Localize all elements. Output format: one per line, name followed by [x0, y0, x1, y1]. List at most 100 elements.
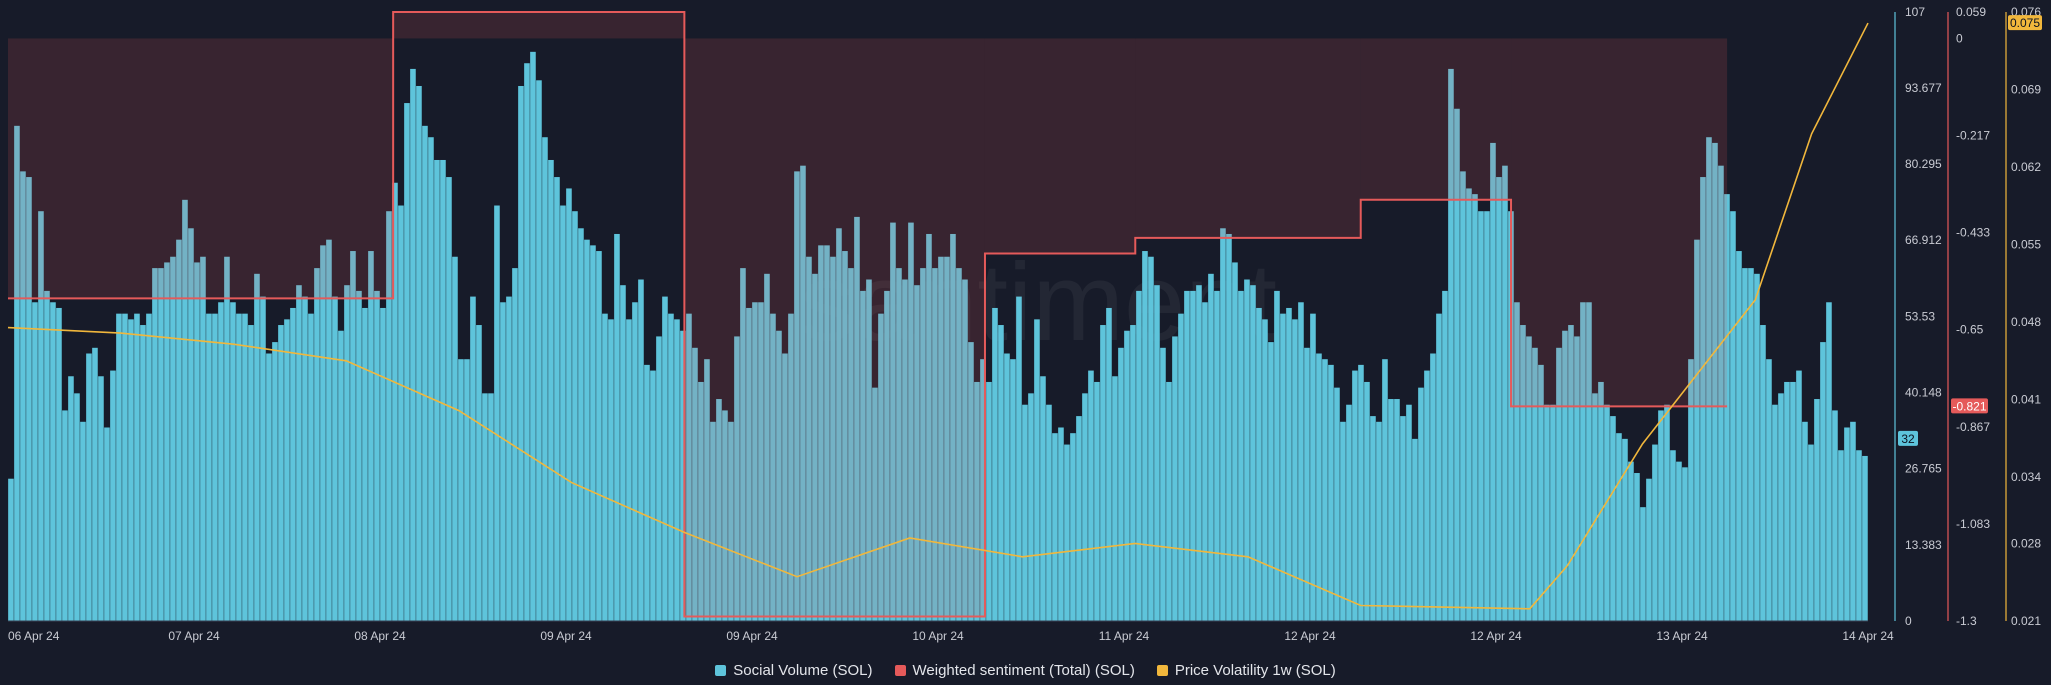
social-volume-bar [380, 307, 386, 621]
social-volume-bar [1448, 68, 1454, 621]
social-volume-bar [392, 182, 398, 621]
social-volume-bar [986, 381, 992, 621]
social-volume-bar [1676, 461, 1682, 621]
social-volume-bar [1154, 285, 1160, 621]
social-volume-current-badge [1898, 430, 1918, 446]
volatility-tick-label: 0.062 [2011, 160, 2041, 174]
social-volume-bar [1694, 239, 1700, 621]
social-volume-bar [1184, 290, 1190, 621]
social-volume-bar [1670, 450, 1676, 621]
social-volume-bar [20, 171, 26, 621]
social-volume-bar [1304, 347, 1310, 621]
social-volume-bar [860, 290, 866, 621]
social-volume-bar [1364, 381, 1370, 621]
social-volume-bar [1334, 387, 1340, 621]
sentiment-area-3 [984, 38, 1136, 254]
social-volume-bar [788, 313, 794, 621]
social-volume-bar [794, 171, 800, 621]
social-volume-tick-label: 40.148 [1905, 385, 1942, 399]
social-volume-bar [1580, 302, 1586, 621]
social-volume-bar [824, 245, 830, 621]
legend-item-social-volume[interactable]: Social Volume (SOL) [715, 661, 873, 679]
social-volume-bar [1250, 285, 1256, 621]
volatility-current-badge [2008, 15, 2042, 31]
social-volume-bar [848, 268, 854, 621]
legend-swatch-weighted-sentiment [894, 664, 906, 676]
social-volume-bar [242, 313, 248, 621]
social-volume-bar [1010, 359, 1016, 621]
social-volume-bar [638, 279, 644, 621]
social-volume-bar [776, 330, 782, 621]
social-volume-bar [560, 205, 566, 621]
social-volume-bar [1718, 165, 1724, 621]
social-volume-bar [278, 325, 284, 621]
social-volume-bar [1502, 165, 1508, 621]
social-volume-bar [212, 313, 218, 621]
social-volume-bar [620, 285, 626, 621]
x-tick-label: 11 Apr 24 [1099, 629, 1150, 643]
social-volume-bar [488, 393, 494, 621]
social-volume-bar [920, 268, 926, 621]
social-volume-bar [698, 381, 704, 621]
volatility-current-value: 0.075 [2010, 16, 2040, 30]
social-volume-bar [176, 239, 182, 621]
social-volume-bar [1850, 421, 1856, 621]
social-volume-bar [206, 313, 212, 621]
social-volume-bar [1430, 353, 1436, 621]
social-volume-bar [596, 251, 602, 621]
social-volume-bar [356, 290, 362, 621]
social-volume-bar [1220, 228, 1226, 621]
volatility-tick-label: 0.034 [2011, 470, 2041, 484]
social-volume-bar [1466, 188, 1472, 621]
social-volume-bar [674, 319, 680, 621]
social-volume-bar [1754, 273, 1760, 621]
volatility-tick-label: 0.041 [2011, 393, 2041, 407]
social-volume-bar [500, 302, 506, 621]
legend-item-price-volatility[interactable]: Price Volatility 1w (SOL) [1156, 662, 1336, 679]
social-volume-bar [902, 279, 908, 621]
social-volume-bar [1064, 444, 1070, 621]
social-volume-bar [650, 370, 656, 621]
social-volume-bar [1460, 171, 1466, 621]
sentiment-tick-label: -0.217 [1956, 129, 1990, 143]
social-volume-bar [1106, 307, 1112, 621]
social-volume-bar [152, 268, 158, 621]
social-volume-bar [350, 251, 356, 621]
social-volume-bar [1706, 137, 1712, 621]
social-volume-bar [1196, 285, 1202, 621]
sentiment-area-5 [1360, 38, 1512, 200]
social-volume-bar [1214, 290, 1220, 621]
social-volume-tick-label: 66.912 [1905, 233, 1942, 247]
sentiment-area-6 [1511, 38, 1728, 407]
social-volume-bar [302, 296, 308, 621]
legend-label-social-volume: Social Volume (SOL) [733, 661, 873, 679]
social-volume-bar [944, 256, 950, 621]
x-tick-label: 10 Apr 24 [912, 629, 964, 643]
legend-item-weighted-sentiment[interactable]: Weighted sentiment (Total) (SOL) [894, 662, 1135, 679]
social-volume-bar [1514, 302, 1520, 621]
social-volume-bar [218, 302, 224, 621]
social-volume-bar [1544, 404, 1550, 621]
social-volume-bar [1094, 381, 1100, 621]
social-volume-bar [950, 233, 956, 621]
social-volume-bar [758, 302, 764, 621]
sentiment-tick-label: 0.059 [1956, 5, 1986, 19]
social-volume-bar [536, 80, 542, 621]
social-volume-bar [1490, 142, 1496, 621]
social-volume-bar [1802, 421, 1808, 621]
social-volume-bar [1796, 370, 1802, 621]
x-tick-label: 06 Apr 24 [8, 629, 60, 643]
sentiment-current-value: -0.821 [1952, 399, 1986, 413]
social-volume-bar [1100, 325, 1106, 621]
social-volume-bar [1436, 313, 1442, 621]
social-volume-bar [1238, 290, 1244, 621]
social-volume-bar [128, 319, 134, 621]
social-volume-bar [1274, 290, 1280, 621]
social-volume-bar [530, 51, 536, 621]
x-tick-label: 12 Apr 24 [1284, 629, 1336, 643]
social-volume-bar [1286, 307, 1292, 621]
social-volume-bar [1592, 393, 1598, 621]
social-volume-bar [1472, 194, 1478, 621]
social-volume-tick-label: 53.53 [1905, 309, 1935, 323]
social-volume-bar [188, 228, 194, 621]
